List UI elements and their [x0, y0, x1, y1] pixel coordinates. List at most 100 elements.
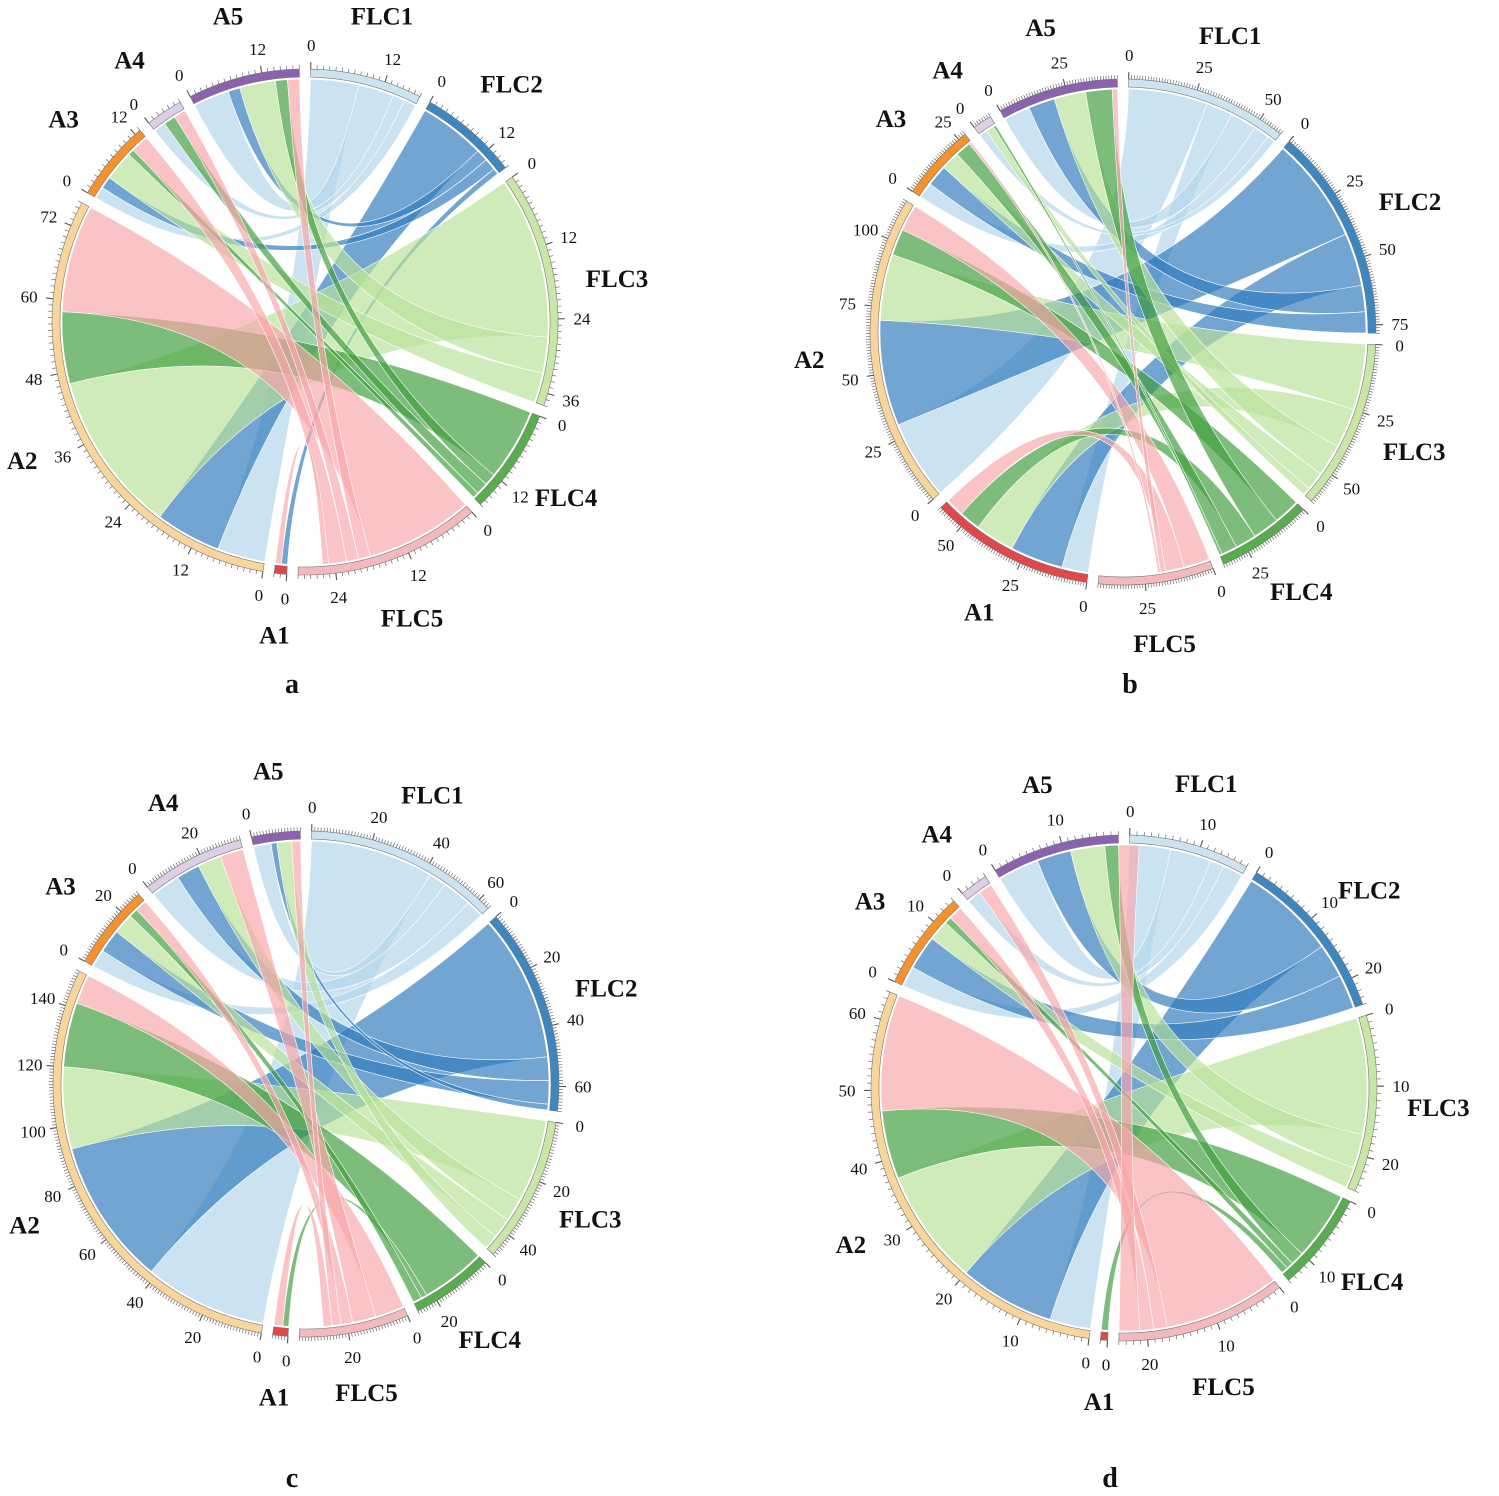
minor-tick: [223, 840, 226, 845]
minor-tick: [1331, 186, 1336, 190]
major-tick: [68, 1186, 75, 1190]
minor-tick: [1312, 498, 1317, 502]
minor-tick: [127, 135, 131, 139]
minor-tick: [910, 186, 915, 190]
minor-tick: [539, 985, 544, 988]
minor-tick: [1284, 526, 1288, 530]
minor-tick: [60, 1157, 65, 1160]
minor-tick: [71, 427, 76, 430]
minor-tick: [348, 830, 350, 835]
minor-tick: [67, 1177, 72, 1180]
minor-tick: [536, 1187, 541, 1190]
minor-tick: [1228, 561, 1231, 566]
minor-tick: [131, 895, 135, 899]
minor-tick: [79, 1202, 83, 1206]
major-tick: [347, 1333, 351, 1341]
minor-tick: [1024, 1321, 1027, 1326]
tick-label-a4: 20: [181, 824, 198, 843]
minor-tick: [135, 1272, 139, 1277]
minor-tick: [1362, 1170, 1367, 1173]
minor-tick: [1164, 78, 1166, 83]
tick-label-flc5: 0: [413, 1329, 422, 1348]
minor-tick: [218, 1321, 220, 1326]
minor-tick: [1245, 107, 1248, 111]
minor-tick: [180, 1305, 184, 1309]
sector-label-a2: A2: [7, 448, 38, 475]
minor-tick: [51, 1121, 56, 1123]
sector-arc-a2: [870, 991, 1091, 1339]
minor-tick: [476, 1270, 480, 1275]
minor-tick: [915, 481, 920, 485]
minor-tick: [1359, 241, 1364, 244]
sector-arc-flc2: [1283, 140, 1377, 334]
minor-tick: [1240, 104, 1244, 109]
minor-tick: [525, 196, 530, 199]
minor-tick: [90, 1221, 94, 1225]
sector-label-a4: A4: [114, 47, 145, 74]
tick-label-a2: 20: [935, 1289, 952, 1308]
minor-tick: [86, 455, 91, 458]
minor-tick: [976, 539, 980, 544]
minor-tick: [387, 1323, 389, 1328]
minor-tick: [235, 1327, 238, 1332]
minor-tick: [149, 879, 153, 884]
minor-tick: [514, 1227, 518, 1231]
minor-tick: [410, 849, 413, 854]
minor-tick: [1336, 193, 1340, 197]
major-tick: [1062, 78, 1066, 86]
minor-tick: [1264, 118, 1268, 123]
minor-tick: [57, 1148, 62, 1151]
minor-tick: [345, 830, 347, 835]
minor-tick: [914, 479, 918, 483]
minor-tick: [1288, 1280, 1292, 1284]
minor-tick: [902, 198, 907, 202]
tick-label-a5: 0: [984, 81, 993, 100]
minor-tick: [935, 155, 939, 160]
minor-tick: [1255, 547, 1258, 552]
minor-tick: [472, 890, 476, 894]
minor-tick: [133, 893, 137, 897]
major-tick: [196, 847, 201, 855]
minor-tick: [53, 1034, 58, 1036]
minor-tick: [180, 859, 184, 863]
major-tick: [956, 526, 962, 533]
sector-arc-flc2: [489, 916, 560, 1112]
minor-tick: [1041, 87, 1044, 92]
minor-tick: [1262, 872, 1266, 877]
minor-tick: [556, 1048, 561, 1050]
minor-tick: [974, 538, 977, 542]
minor-tick: [1301, 149, 1305, 153]
minor-tick: [1188, 83, 1191, 88]
sector-arc-a4: [961, 875, 991, 901]
minor-tick: [1028, 567, 1031, 572]
minor-tick: [876, 402, 881, 404]
minor-tick: [1330, 476, 1334, 480]
tick-label-a3: 0: [888, 169, 897, 188]
minor-tick: [501, 1244, 505, 1248]
minor-tick: [66, 415, 71, 418]
minor-tick: [1365, 257, 1370, 260]
minor-tick: [505, 925, 510, 929]
minor-tick: [82, 956, 87, 959]
minor-tick: [930, 1254, 935, 1258]
minor-tick: [473, 1272, 477, 1277]
major-tick: [130, 128, 136, 135]
minor-tick: [390, 80, 393, 85]
minor-tick: [998, 1308, 1002, 1313]
major-tick: [471, 511, 477, 518]
minor-tick: [886, 990, 891, 993]
minor-tick: [912, 1232, 917, 1235]
minor-tick: [89, 945, 93, 949]
minor-tick: [985, 114, 989, 119]
minor-tick: [178, 1303, 181, 1308]
minor-tick: [52, 272, 57, 275]
minor-tick: [1319, 170, 1324, 174]
minor-tick: [105, 159, 110, 163]
minor-tick: [1073, 1336, 1076, 1341]
minor-tick: [1252, 548, 1256, 553]
minor-tick: [1286, 524, 1290, 528]
minor-tick: [1320, 926, 1325, 930]
minor-tick: [512, 1229, 516, 1233]
minor-tick: [1326, 179, 1331, 183]
